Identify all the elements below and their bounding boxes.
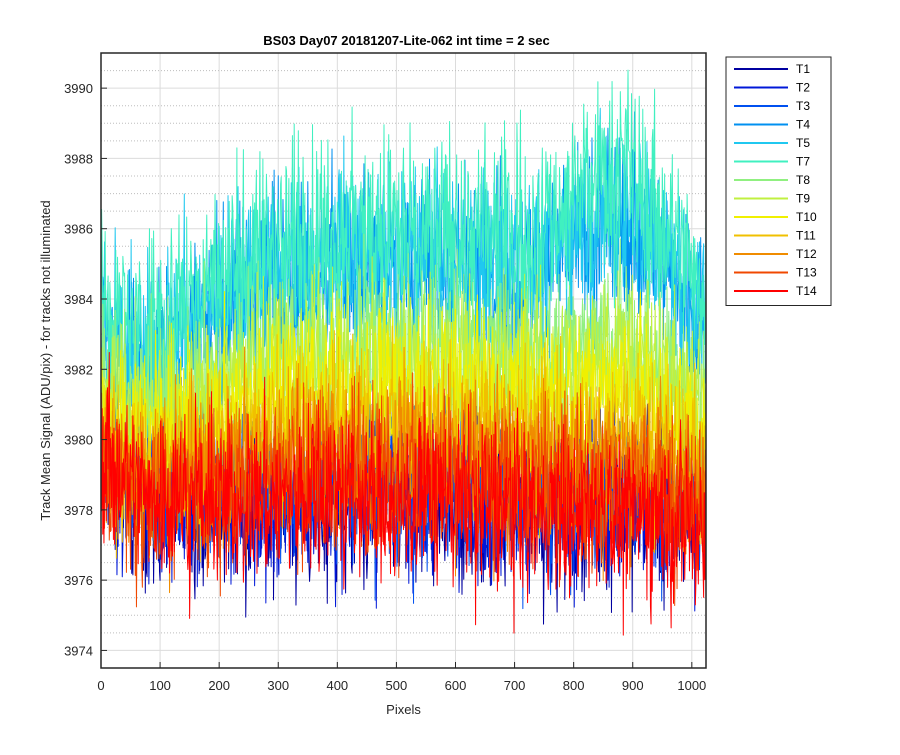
x-tick-label: 200	[208, 678, 230, 693]
y-tick-label: 3982	[64, 362, 93, 377]
legend-label-t8: T8	[796, 173, 810, 187]
x-tick-label: 500	[386, 678, 408, 693]
legend-label-t13: T13	[796, 266, 817, 280]
legend-label-t7: T7	[796, 155, 810, 169]
legend-label-t4: T4	[796, 118, 810, 132]
x-tick-label: 900	[622, 678, 644, 693]
legend-label-t11: T11	[796, 229, 816, 243]
x-tick-label: 400	[326, 678, 348, 693]
series-line-t14	[100, 352, 707, 636]
x-tick-label: 600	[445, 678, 467, 693]
y-tick-label: 3974	[64, 643, 93, 658]
legend-label-t3: T3	[796, 99, 810, 113]
legend-label-t1: T1	[796, 62, 810, 76]
x-axis-label: Pixels	[386, 702, 421, 717]
legend: T1 T2 T3 T4 T5 T7 T8 T9 T10 T11 T12 T13 T14	[725, 56, 832, 306]
chart-title: BS03 Day07 20181207-Lite-062 int time = …	[263, 33, 550, 48]
legend-label-t9: T9	[796, 192, 810, 206]
y-axis-label: Track Mean Signal (ADU/pix) - for tracks…	[38, 200, 53, 520]
x-tick-label: 300	[267, 678, 289, 693]
legend-label-t5: T5	[796, 136, 810, 150]
y-tick-label: 3978	[64, 503, 93, 518]
x-tick-label: 100	[149, 678, 171, 693]
legend-label-t14: T14	[796, 284, 817, 298]
series-lines	[100, 69, 707, 636]
x-tick-label: 1000	[677, 678, 706, 693]
legend-label-t2: T2	[796, 81, 810, 95]
legend-label-t12: T12	[796, 247, 817, 261]
x-tick-label: 0	[97, 678, 104, 693]
y-tick-label: 3988	[64, 151, 93, 166]
y-tick-label: 3980	[64, 433, 93, 448]
legend-label-t10: T10	[796, 210, 817, 224]
x-tick-label: 700	[504, 678, 526, 693]
series-line-t7	[100, 69, 707, 453]
plot-frame	[100, 52, 707, 669]
x-tick-label: 800	[563, 678, 585, 693]
axis-ticks: 0 100 200 300 400 500 600 700 800 900 1000 3974 3976…	[64, 81, 706, 693]
y-tick-label: 3986	[64, 222, 93, 237]
y-tick-label: 3990	[64, 81, 93, 96]
y-tick-label: 3976	[64, 573, 93, 588]
y-tick-label: 3984	[64, 292, 93, 307]
legend-box	[725, 56, 832, 306]
